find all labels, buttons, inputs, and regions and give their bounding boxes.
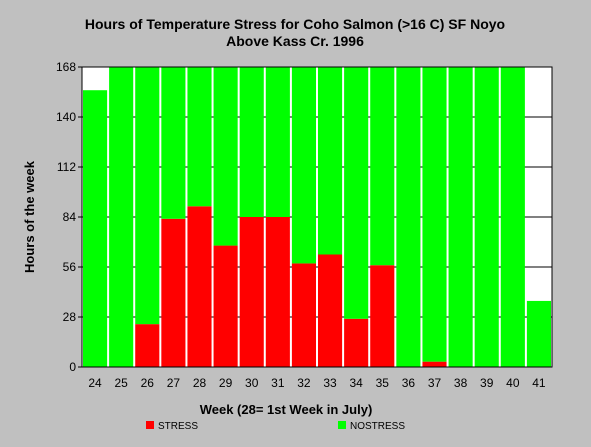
bar-nostress-31 — [265, 67, 290, 217]
bar-stress-31 — [265, 217, 290, 367]
bar-stress-32 — [291, 263, 316, 367]
legend-label-stress: STRESS — [158, 421, 198, 432]
x-tick-label: 26 — [141, 376, 155, 390]
bar-nostress-24 — [83, 90, 108, 367]
legend: STRESS NOSTRESS — [146, 421, 405, 432]
bar-nostress-30 — [239, 67, 264, 217]
bar-nostress-25 — [109, 67, 134, 367]
x-axis-title: Week (28= 1st Week in July) — [200, 402, 373, 417]
y-tick-label: 140 — [56, 110, 76, 124]
y-tick-label: 84 — [63, 210, 77, 224]
y-tick-label: 56 — [63, 260, 77, 274]
bar-stress-35 — [370, 265, 395, 367]
x-tick-label: 41 — [532, 376, 546, 390]
x-axis-ticks: 24 25 26 27 28 29 30 31 32 33 34 35 36 37 38 39 40 41 — [88, 376, 546, 390]
legend-label-nostress: NOSTRESS — [350, 421, 405, 432]
x-tick-label: 27 — [167, 376, 181, 390]
chart-title: Hours of Temperature Stress for Coho Sal… — [85, 16, 505, 32]
x-tick-label: 36 — [402, 376, 416, 390]
x-tick-label: 39 — [480, 376, 494, 390]
bar-nostress-40 — [500, 67, 525, 367]
x-tick-label: 30 — [245, 376, 259, 390]
x-tick-label: 40 — [506, 376, 520, 390]
bar-nostress-33 — [318, 67, 343, 255]
x-tick-label: 35 — [376, 376, 390, 390]
bar-stress-29 — [213, 245, 238, 367]
bar-nostress-39 — [474, 67, 499, 367]
bar-stress-26 — [135, 324, 160, 367]
x-tick-label: 34 — [349, 376, 363, 390]
y-axis-title: Hours of the week — [22, 160, 37, 273]
bar-stress-28 — [187, 206, 212, 367]
bar-nostress-29 — [213, 67, 238, 246]
x-tick-label: 38 — [454, 376, 468, 390]
bar-stress-27 — [161, 218, 186, 367]
x-tick-label: 28 — [193, 376, 207, 390]
bar-nostress-28 — [187, 67, 212, 207]
y-tick-label: 168 — [56, 60, 76, 74]
bar-nostress-32 — [291, 67, 316, 264]
y-tick-label: 0 — [69, 360, 76, 374]
bar-stress-34 — [344, 318, 369, 367]
bar-nostress-27 — [161, 67, 186, 219]
bar-nostress-26 — [135, 67, 160, 325]
bars — [83, 67, 551, 367]
bar-stress-33 — [318, 254, 343, 367]
y-tick-label: 112 — [57, 160, 76, 174]
legend-swatch-stress — [146, 421, 154, 429]
bar-nostress-37 — [422, 67, 447, 362]
bar-nostress-35 — [370, 67, 395, 266]
y-tick-label: 28 — [63, 310, 77, 324]
x-tick-label: 31 — [271, 376, 285, 390]
x-tick-label: 25 — [114, 376, 128, 390]
legend-swatch-nostress — [338, 421, 346, 429]
x-tick-label: 32 — [297, 376, 311, 390]
x-tick-label: 37 — [428, 376, 442, 390]
bar-nostress-38 — [448, 67, 473, 367]
x-tick-label: 24 — [88, 376, 102, 390]
bar-nostress-34 — [344, 67, 369, 319]
bar-stress-37 — [422, 361, 447, 367]
bar-nostress-36 — [396, 67, 421, 367]
y-axis-ticks: 0 28 56 84 112 140 168 — [56, 60, 82, 374]
bar-stress-30 — [239, 217, 264, 367]
chart-subtitle: Above Kass Cr. 1996 — [226, 33, 364, 49]
bar-nostress-41 — [526, 300, 551, 367]
x-tick-label: 33 — [323, 376, 337, 390]
x-tick-label: 29 — [219, 376, 233, 390]
